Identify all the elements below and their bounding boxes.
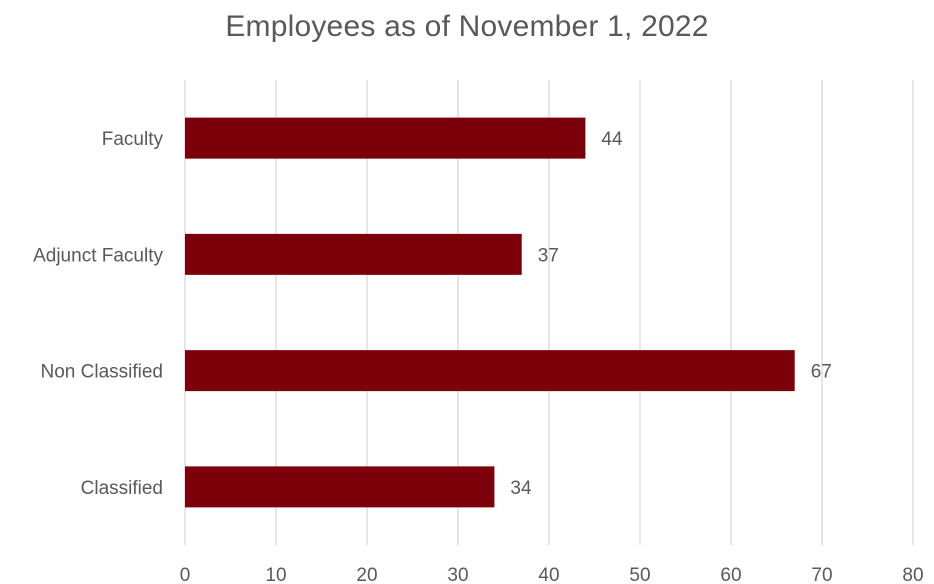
x-tick-label: 30 [447,565,468,584]
data-label: 34 [510,478,532,499]
bar-faculty [185,117,586,159]
category-label: Adjunct Faculty [33,245,163,266]
data-label: 44 [601,129,623,150]
x-tick-label: 50 [629,565,650,584]
bars [185,117,795,508]
x-tick-label: 40 [538,565,559,584]
category-label: Non Classified [41,362,164,383]
bar-adjunct-faculty [185,233,522,275]
bar-non-classified [185,350,795,392]
x-tick-label: 70 [811,565,832,584]
category-label: Faculty [102,129,164,150]
category-label: Classified [81,478,163,499]
labels: 0 10 20 30 40 50 60 70 80 Faculty 44 Adjunct Facult… [33,129,923,584]
data-label: 67 [811,362,832,383]
chart-title: Employees as of November 1, 2022 [225,10,709,43]
bar-classified [185,466,495,508]
x-tick-label: 20 [356,565,377,584]
x-tick-label: 10 [265,565,286,584]
x-tick-label: 80 [902,565,923,584]
x-tick-label: 0 [180,565,191,584]
data-label: 37 [538,245,559,266]
x-tick-label: 60 [720,565,741,584]
